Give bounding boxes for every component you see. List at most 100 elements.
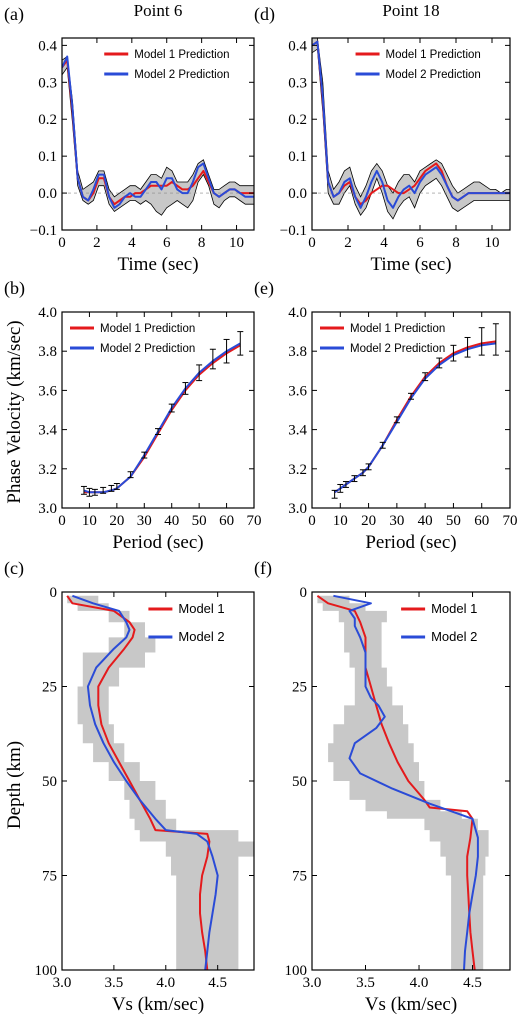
x-tick-label: 2 [93,235,101,251]
panel-label: (f) [254,558,272,579]
panel-f: 3.0 3.5 4.0 4.5 0 25 50 75 100 (f) Vs (km/sec) Mode… [254,558,511,1015]
y-tick-label: 0.0 [288,186,307,202]
error-bar [342,481,349,488]
x-tick-label: 3.5 [105,975,124,991]
legend-label: Model 2 Prediction [350,343,445,355]
y-tick-label: 75 [42,869,57,885]
error-bar [100,486,107,494]
phase-velocity-axis-label: Phase Velocity (km/sec) [4,320,25,503]
y-tick-label: 0.3 [288,75,307,91]
y-tick-label: 3.0 [38,501,57,517]
x-ticks: 0 2 4 6 8 10 [58,38,244,251]
error-bar [393,416,400,424]
x-tick-label: 10 [333,513,348,529]
panel-c: 3.0 3.5 4.0 4.5 0 25 50 75 100 (c) Vs (km/sec) Mode… [4,558,255,1015]
y-tick-label: 3.0 [288,501,307,517]
error-bar [379,441,386,449]
x-tick-label: 50 [446,513,461,529]
x-tick-label: 50 [192,513,207,529]
plot-area [80,331,244,497]
x-tick-label: 30 [389,513,404,529]
y-tick-label: 0.1 [38,149,57,165]
y-tick-label: 50 [292,774,307,790]
panel-label: (e) [254,278,274,299]
legend: Model 1 Prediction Model 2 Prediction [355,49,481,81]
panel-b: 0 10 20 30 40 50 60 70 3.0 3.2 3.4 3.6 3.8 4.0 (b) Peri… [4,278,262,553]
x-tick-label: 40 [418,513,433,529]
error-bar [141,451,148,459]
x-tick-label: 8 [198,235,206,251]
velocity-uncertainty-band [317,595,489,970]
x-ticks: 3.0 3.5 4.0 4.5 [303,592,482,991]
y-tick-label: 0.2 [288,112,307,128]
y-ticks: 0 25 50 75 100 [35,585,254,979]
error-bar [91,488,98,496]
y-tick-label: 0.4 [288,38,307,54]
error-bar [155,428,161,435]
legend: Model 1 Model 2 [148,601,225,644]
legend-label: Model 2 [178,629,224,644]
panel-title: Point 18 [382,1,439,20]
panel-label: (b) [4,278,25,299]
plot-area [62,55,254,216]
y-tick-label: 4.0 [38,305,57,321]
x-tick-label: 3.5 [356,975,375,991]
error-bar [127,471,134,479]
x-tick-label: 10 [485,235,500,251]
x-axis-label: Time (sec) [117,254,198,275]
x-tick-label: 4.0 [156,975,175,991]
y-tick-label: 0.0 [38,186,57,202]
x-tick-label: 3.0 [53,975,72,991]
x-tick-label: 4.0 [410,975,429,991]
figure-panels: 0 2 4 6 8 10 −0.1 0.0 0.1 0.2 0.3 0.4 (a) Point 6 Time… [4,1,518,1015]
y-tick-label: 0 [300,585,308,601]
x-axis-label: Period (sec) [112,532,203,553]
y-tick-label: 3.6 [288,383,307,399]
panel-a: 0 2 4 6 8 10 −0.1 0.0 0.1 0.2 0.3 0.4 (a) Point 6 Time… [4,1,255,275]
y-tick-label: 0.2 [38,112,57,128]
series-line-model-1 [66,595,211,970]
panel-title: Point 6 [134,1,183,20]
panel-e: 0 10 20 30 40 50 60 70 3.0 3.2 3.4 3.6 3.8 4.0 (e) Peri… [254,278,518,553]
error-bar [422,372,429,382]
legend-label: Model 2 Prediction [134,69,229,81]
x-ticks: 0 2 4 6 8 10 [308,38,500,251]
error-bar [337,483,344,493]
x-tick-label: 6 [416,235,424,251]
x-tick-label: 0 [58,513,66,529]
panel-d: 0 2 4 6 8 10 −0.1 0.0 0.1 0.2 0.3 0.4 (d) Point 18 Tim… [254,1,511,275]
y-tick-label: 3.8 [288,344,307,360]
y-tick-label: 3.2 [288,462,307,478]
plot-area [312,38,510,220]
legend: Model 1 Prediction Model 2 Prediction [70,323,195,355]
error-bar [351,475,358,483]
x-tick-label: 20 [109,513,124,529]
x-ticks: 3.0 3.5 4.0 4.5 [53,592,227,991]
legend-label: Model 1 Prediction [350,323,445,335]
x-tick-label: 8 [452,235,460,251]
error-bar [478,327,485,356]
x-tick-label: 4 [128,235,136,251]
y-tick-label: 3.4 [288,423,307,439]
legend-label: Model 1 Prediction [134,49,229,61]
x-tick-label: 30 [137,513,152,529]
legend-label: Model 1 Prediction [100,323,195,335]
legend-label: Model 1 Prediction [386,49,481,61]
error-bar [182,382,189,395]
y-tick-label: −0.1 [280,223,307,239]
series-line-model-2-prediction [334,342,497,494]
error-bar [331,489,338,499]
series-line-model-2 [72,594,219,970]
y-tick-label: 25 [42,680,57,696]
legend-label: Model 2 Prediction [386,69,481,81]
x-tick-label: 10 [82,513,97,529]
y-tick-label: 0.4 [38,38,57,54]
plot-area [316,594,489,970]
y-tick-label: 3.6 [38,383,57,399]
error-bar [365,463,372,471]
legend-label: Model 1 [431,601,477,616]
y-ticks: 0 25 50 75 100 [285,585,510,979]
y-ticks: 3.0 3.2 3.4 3.6 3.8 4.0 [38,305,254,517]
y-tick-label: −0.1 [30,223,57,239]
